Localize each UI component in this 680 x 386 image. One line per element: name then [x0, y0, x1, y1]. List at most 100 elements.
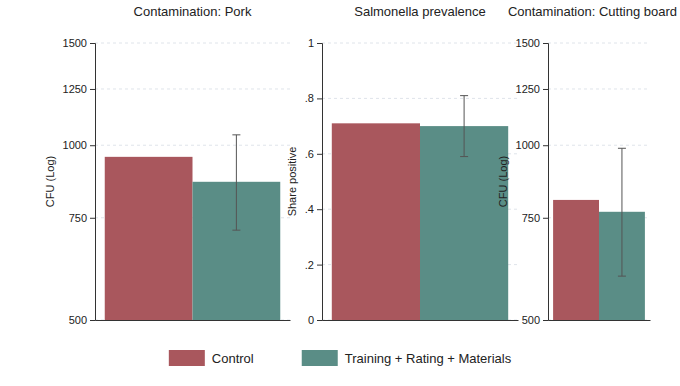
- series: [599, 148, 645, 320]
- panel: 0.2.4.6.81Share positiveSalmonella preva…: [286, 4, 518, 326]
- tick: 1: [308, 37, 322, 49]
- error-bar: [618, 148, 626, 276]
- tick: 0: [308, 314, 322, 326]
- x-axis: [323, 320, 519, 322]
- tick-label: 1250: [516, 83, 540, 95]
- series: [105, 157, 193, 320]
- series: [193, 135, 281, 320]
- tick-label: 1000: [63, 139, 87, 151]
- tick-label: 500: [522, 314, 540, 326]
- tick: 1500: [63, 37, 95, 49]
- series: [553, 200, 599, 320]
- axis-line: [323, 320, 519, 321]
- tick-mark: [317, 98, 322, 99]
- grid-line: [548, 88, 650, 89]
- error-cap: [232, 134, 240, 135]
- grid-line: [322, 43, 518, 44]
- tick-label: 1500: [63, 37, 87, 49]
- tick-label: .4: [305, 203, 314, 215]
- error-cap: [232, 230, 240, 231]
- legend-label: Control: [212, 351, 254, 366]
- grid-line: [548, 145, 650, 146]
- axis-title: CFU (Log): [44, 156, 56, 207]
- tick-label: 750: [522, 212, 540, 224]
- tick-mark: [543, 218, 548, 219]
- axis-line: [543, 44, 549, 321]
- tick-label: .6: [305, 148, 314, 160]
- tick-mark: [543, 89, 548, 90]
- tick-label: 1000: [516, 139, 540, 151]
- error-line: [236, 135, 237, 230]
- legend-swatch: [169, 350, 205, 366]
- tick: .8: [305, 92, 322, 104]
- tick-mark: [317, 320, 322, 321]
- tick-label: 750: [69, 212, 87, 224]
- axis-line: [90, 44, 96, 321]
- tick: 1250: [63, 83, 95, 95]
- legend-label: Training + Rating + Materials: [345, 351, 512, 366]
- plot-area: [105, 135, 281, 320]
- figure: 500750100012501500CFU (Log)Contamination…: [0, 0, 680, 386]
- tick-mark: [317, 154, 322, 155]
- x-axis: [96, 320, 291, 322]
- tick: 500: [69, 314, 95, 326]
- grid: [322, 43, 518, 320]
- axis-line: [549, 320, 651, 321]
- tick: .4: [305, 203, 322, 215]
- tick-mark: [90, 43, 95, 44]
- grid-line: [95, 88, 290, 89]
- tick: 1250: [516, 83, 548, 95]
- axis-line: [96, 320, 291, 321]
- grid-line: [95, 145, 290, 146]
- tick-label: 1500: [516, 37, 540, 49]
- plot-area: [332, 96, 508, 320]
- grid-line: [548, 43, 650, 44]
- y-axis: 500 750 1000 1250 1500: [63, 37, 96, 326]
- tick: 1000: [63, 139, 95, 151]
- grid-line: [95, 43, 290, 44]
- axis-line: [317, 44, 323, 321]
- title: Salmonella prevalence: [354, 4, 486, 19]
- plot-area: [553, 148, 645, 320]
- series: [420, 96, 508, 320]
- title: Contamination: Pork: [134, 4, 252, 19]
- tick: .2: [305, 259, 322, 271]
- axis-title: CFU (Log): [497, 156, 509, 207]
- tick: .6: [305, 148, 322, 160]
- error-line: [621, 148, 622, 276]
- tick-label: 0: [308, 314, 314, 326]
- tick-mark: [543, 43, 548, 44]
- error-line: [464, 96, 465, 157]
- error-cap: [460, 95, 468, 96]
- grid-line: [322, 98, 518, 99]
- panel: 500750100012501500CFU (Log)Contamination…: [497, 4, 677, 326]
- tick-mark: [90, 320, 95, 321]
- series: [332, 123, 420, 320]
- grid: [548, 43, 650, 320]
- error-cap: [618, 276, 626, 277]
- tick-mark: [90, 145, 95, 146]
- tick-mark: [543, 145, 548, 146]
- legend: Control Training + Rating + Materials: [169, 350, 512, 366]
- tick: 750: [69, 212, 95, 224]
- tick-mark: [90, 89, 95, 90]
- tick-mark: [543, 320, 548, 321]
- legend-item: Control: [169, 350, 254, 366]
- tick-mark: [317, 209, 322, 210]
- grid: [95, 43, 290, 320]
- error-cap: [460, 156, 468, 157]
- tick: 500: [522, 314, 548, 326]
- tick: 1500: [516, 37, 548, 49]
- error-bar: [460, 96, 468, 157]
- bar: [105, 157, 193, 320]
- tick-mark: [317, 265, 322, 266]
- y-axis: 500 750 1000 1250 1500: [516, 37, 549, 326]
- tick-mark: [90, 218, 95, 219]
- x-axis: [549, 320, 651, 322]
- error-cap: [618, 148, 626, 149]
- y-axis: 0 .2 .4 .6 .8 1: [305, 37, 323, 326]
- panel: 500 750 1000 1250 1500 CFU (Log) Contamination…: [44, 4, 290, 326]
- legend-item: Training + Rating + Materials: [302, 350, 512, 366]
- tick-label: 1250: [63, 83, 87, 95]
- tick-label: .8: [305, 92, 314, 104]
